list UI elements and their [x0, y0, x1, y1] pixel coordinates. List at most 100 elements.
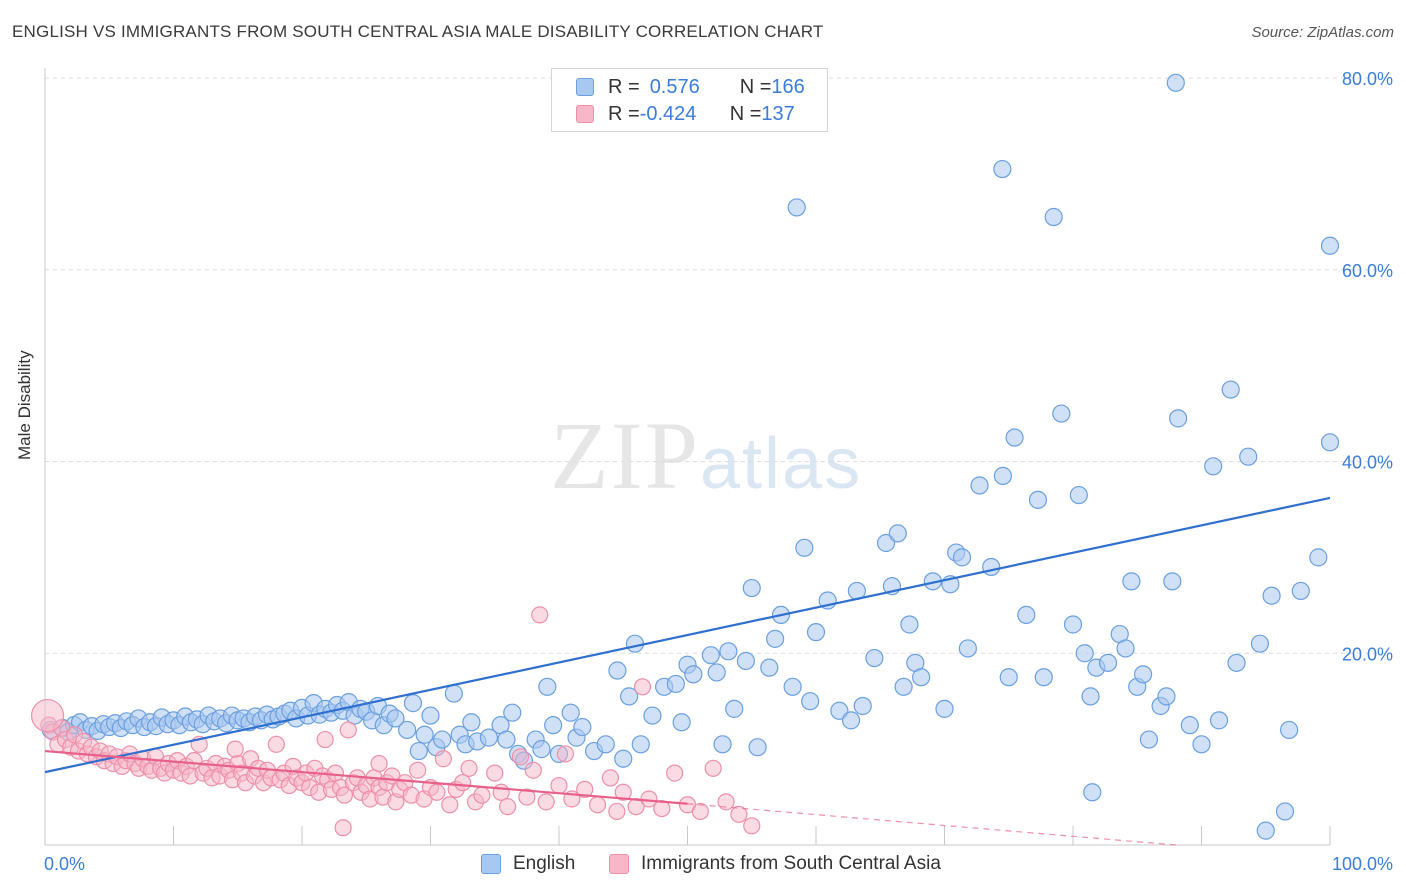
immigrant-point — [454, 774, 472, 792]
immigrant-point — [691, 802, 709, 821]
english-point — [713, 735, 732, 754]
english-point — [625, 634, 645, 653]
correlation-legend: R = 0.576 N = 166 R = -0.424 N = 137 — [551, 68, 828, 132]
immigrant-point — [730, 805, 748, 823]
english-point — [766, 629, 785, 648]
legend-row-english: R = 0.576 N = 166 — [576, 75, 805, 99]
english-point — [1075, 644, 1094, 663]
english-point — [1256, 821, 1275, 840]
english-point — [1163, 572, 1182, 591]
immigrant-point — [226, 740, 244, 758]
english-point — [719, 642, 738, 661]
legend-r-label: R = — [608, 102, 640, 125]
english-point — [935, 699, 954, 718]
english-trend-line — [44, 496, 1331, 774]
immigrant-point — [409, 761, 427, 779]
legend-swatch-immigrants — [576, 105, 594, 123]
english-point — [701, 646, 720, 665]
bottom-legend-english: English — [481, 852, 575, 876]
immigrant-trend-extension — [687, 803, 1176, 846]
english-point — [725, 699, 744, 718]
legend-n-label: N = — [729, 102, 762, 125]
english-point — [853, 696, 872, 716]
english-point — [433, 730, 452, 749]
immigrant-point — [428, 783, 446, 801]
english-point — [643, 706, 662, 725]
immigrant-point — [608, 802, 626, 821]
english-point — [386, 709, 405, 728]
immigrant-point — [441, 796, 459, 814]
bottom-legend-label-english: English — [513, 853, 576, 874]
english-point — [544, 716, 563, 735]
english-point — [573, 717, 592, 737]
english-point — [409, 741, 428, 761]
legend-swatch-english — [576, 78, 594, 96]
english-point — [876, 533, 896, 553]
y-tick-label: 80.0% — [1342, 69, 1393, 89]
english-point — [672, 713, 691, 732]
chart-title: ENGLISH VS IMMIGRANTS FROM SOUTH CENTRAL… — [12, 22, 824, 41]
english-point — [888, 524, 907, 543]
english-point — [1052, 404, 1071, 423]
bottom-legend-swatch-immigrants — [609, 854, 629, 874]
immigrant-point — [704, 759, 722, 777]
english-point — [1005, 428, 1024, 447]
english-point — [1320, 236, 1340, 255]
source-label: Source: ZipAtlas.com — [1251, 24, 1394, 41]
bottom-legend-swatch-english — [481, 854, 501, 874]
immigrant-point — [486, 764, 504, 782]
english-point — [398, 720, 417, 740]
english-point — [403, 694, 423, 713]
english-point — [415, 725, 434, 744]
english-point — [1139, 730, 1159, 749]
immigrant-point — [576, 780, 594, 798]
english-point — [830, 701, 849, 720]
english-point — [619, 687, 639, 706]
immigrant-point — [531, 606, 549, 624]
english-point — [1180, 716, 1199, 735]
english-point — [538, 677, 557, 696]
y-tick-label: 60.0% — [1342, 261, 1393, 281]
y-tick-label: 20.0% — [1342, 644, 1393, 664]
immigrant-point — [492, 783, 510, 801]
english-point — [783, 677, 802, 696]
english-point — [1221, 380, 1240, 399]
english-point — [958, 639, 977, 658]
english-point — [1204, 457, 1223, 476]
immigrant-point — [588, 796, 607, 814]
immigrant-point — [633, 678, 652, 696]
english-point — [970, 476, 989, 495]
english-point — [787, 198, 806, 217]
watermark: ZIPatlas — [550, 400, 862, 511]
y-tick-label: 40.0% — [1342, 453, 1393, 473]
immigrant-point — [518, 788, 536, 806]
english-point — [1280, 720, 1299, 740]
english-point — [596, 735, 615, 754]
immigrant-point — [316, 730, 334, 749]
y-axis-label: Male Disability — [15, 350, 34, 460]
legend-row-immigrants: R = -0.424 N = 137 — [576, 102, 795, 126]
english-point — [1081, 687, 1100, 706]
english-point — [421, 706, 440, 725]
english-point — [1227, 653, 1246, 672]
english-point — [1192, 735, 1211, 754]
immigrant-point — [511, 748, 530, 766]
english-point — [1098, 653, 1118, 672]
immigrant-trend-line — [44, 749, 688, 805]
legend-r-value: 0.576 — [649, 75, 700, 98]
english-point — [479, 728, 499, 747]
english-point — [993, 466, 1013, 485]
english-point — [1157, 687, 1176, 706]
english-point — [795, 538, 814, 557]
english-point — [1044, 207, 1063, 227]
english-point — [532, 740, 551, 759]
immigrant-point — [473, 786, 491, 804]
english-point — [1116, 639, 1135, 658]
bottom-legend-immigrants: Immigrants from South Central Asia — [609, 852, 941, 876]
english-point — [1083, 783, 1102, 802]
english-point — [736, 651, 756, 671]
legend-n-value: 137 — [761, 102, 795, 125]
english-point — [999, 668, 1018, 687]
legend-r-value: -0.424 — [639, 102, 697, 125]
